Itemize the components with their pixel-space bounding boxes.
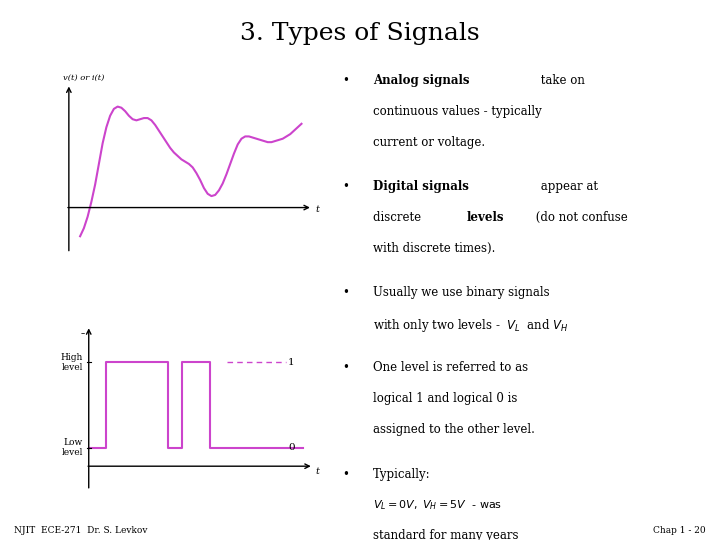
Text: t: t — [315, 205, 319, 214]
Text: assigned to the other level.: assigned to the other level. — [373, 423, 535, 436]
Text: Digital signals: Digital signals — [373, 180, 469, 193]
Text: levels: levels — [467, 211, 504, 224]
Text: appear at: appear at — [537, 180, 598, 193]
Text: standard for many years: standard for many years — [373, 529, 518, 540]
Text: discrete: discrete — [373, 211, 425, 224]
Text: (do not confuse: (do not confuse — [531, 211, 627, 224]
Text: Analog signals: Analog signals — [373, 74, 469, 87]
Text: •: • — [343, 468, 349, 481]
Text: take on: take on — [537, 74, 585, 87]
Text: Usually we use binary signals: Usually we use binary signals — [373, 286, 550, 299]
Text: 0: 0 — [288, 443, 294, 453]
Text: One level is referred to as: One level is referred to as — [373, 361, 528, 374]
Text: 1: 1 — [288, 357, 294, 367]
Text: •: • — [343, 286, 349, 299]
Text: current or voltage.: current or voltage. — [373, 136, 485, 148]
Text: Chap 1 - 20: Chap 1 - 20 — [653, 525, 706, 535]
Text: continuous values - typically: continuous values - typically — [373, 105, 542, 118]
Text: •: • — [343, 361, 349, 374]
Text: 3. Types of Signals: 3. Types of Signals — [240, 22, 480, 45]
Text: –: – — [81, 329, 85, 339]
Text: logical 1 and logical 0 is: logical 1 and logical 0 is — [373, 392, 518, 406]
Text: with discrete times).: with discrete times). — [373, 242, 495, 255]
Text: v(t) or i(t): v(t) or i(t) — [63, 73, 104, 82]
Text: Low
level: Low level — [62, 438, 84, 457]
Text: Typically:: Typically: — [373, 468, 431, 481]
Text: High
level: High level — [60, 353, 84, 372]
Text: with only two levels -  $V_L$  and $V_H$: with only two levels - $V_L$ and $V_H$ — [373, 317, 569, 334]
Text: •: • — [343, 74, 349, 87]
Text: $V_L = 0V, \;  V_H = 5V$  - was: $V_L = 0V, \; V_H = 5V$ - was — [373, 498, 503, 512]
Text: •: • — [343, 180, 349, 193]
Text: t: t — [315, 467, 320, 476]
Text: NJIT  ECE-271  Dr. S. Levkov: NJIT ECE-271 Dr. S. Levkov — [14, 525, 148, 535]
